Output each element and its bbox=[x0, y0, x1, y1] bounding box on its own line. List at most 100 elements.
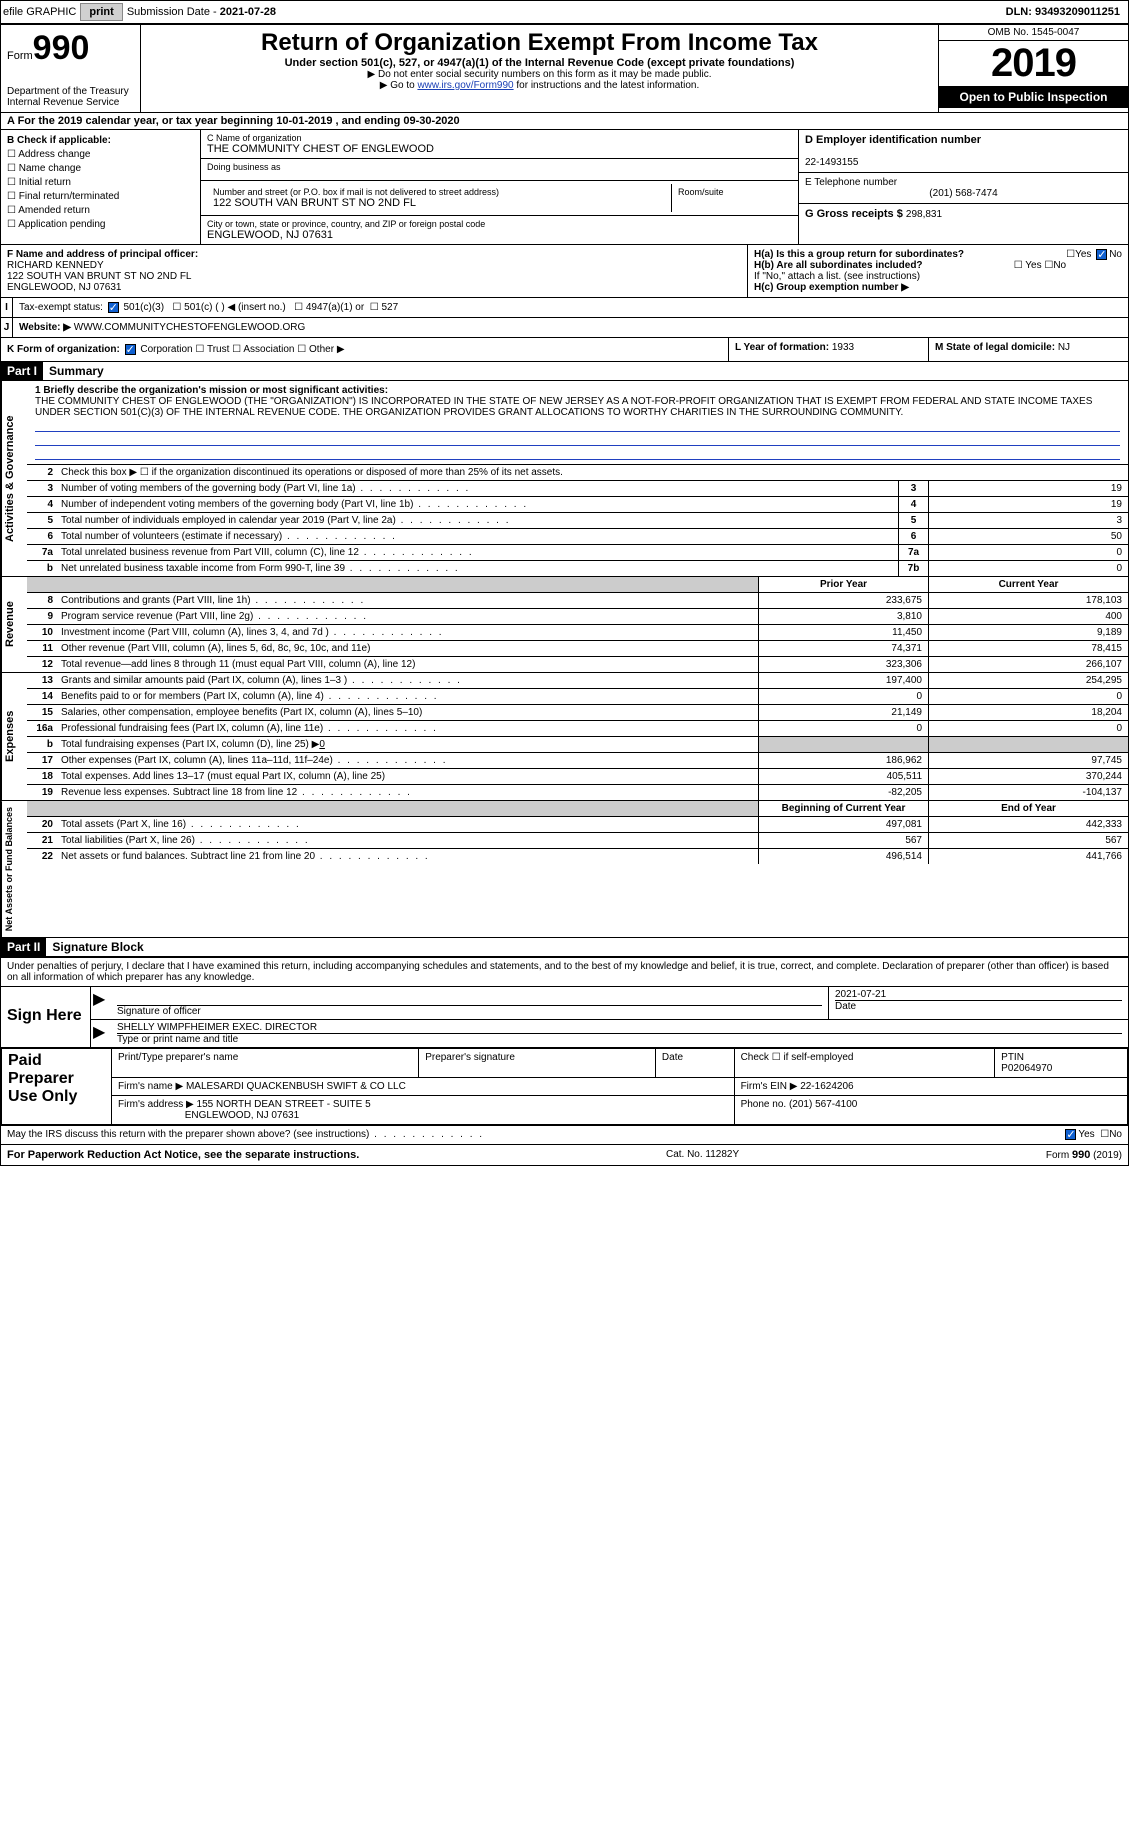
sig-row1: ▶ Signature of officer 2021-07-21 Date bbox=[91, 987, 1128, 1020]
form-header: Form990 Department of the Treasury Inter… bbox=[1, 25, 1128, 113]
p21: 567 bbox=[758, 833, 928, 848]
line22: 22Net assets or fund balances. Subtract … bbox=[27, 849, 1128, 864]
chk-amended[interactable]: ☐ Amended return bbox=[7, 204, 194, 218]
i-o2: 501(c) ( ) ◀ (insert no.) bbox=[184, 302, 286, 313]
discuss-yes-check[interactable] bbox=[1065, 1129, 1076, 1140]
v7a: 0 bbox=[928, 545, 1128, 560]
phone-label: E Telephone number bbox=[805, 177, 897, 188]
n15: 15 bbox=[27, 705, 57, 720]
activities-section: Activities & Governance 1 Briefly descri… bbox=[1, 381, 1128, 577]
form-word: Form bbox=[7, 50, 33, 62]
firm-name: MALESARDI QUACKENBUSH SWIFT & CO LLC bbox=[186, 1081, 406, 1092]
chk-initial-return[interactable]: ☐ Initial return bbox=[7, 176, 194, 190]
p22: 496,514 bbox=[758, 849, 928, 864]
discuss-text: May the IRS discuss this return with the… bbox=[7, 1129, 1063, 1140]
activities-body: 1 Briefly describe the organization's mi… bbox=[27, 381, 1128, 576]
l16a: Professional fundraising fees (Part IX, … bbox=[57, 721, 758, 736]
period-mid: , and ending bbox=[336, 115, 404, 127]
section-h: H(a) Is this a group return for subordin… bbox=[748, 245, 1128, 297]
firm-addr2: ENGLEWOOD, NJ 07631 bbox=[185, 1110, 299, 1121]
irs-link[interactable]: www.irs.gov/Form990 bbox=[417, 80, 513, 91]
org-name: THE COMMUNITY CHEST OF ENGLEWOOD bbox=[207, 143, 792, 155]
l17: Other expenses (Part IX, column (A), lin… bbox=[57, 753, 758, 768]
nht bbox=[57, 801, 758, 816]
line2: 2 Check this box ▶ ☐ if the organization… bbox=[27, 464, 1128, 481]
firm-lbl: Firm's name ▶ bbox=[118, 1081, 186, 1092]
form-page: Form990 Department of the Treasury Inter… bbox=[0, 24, 1129, 1166]
gross-label: G Gross receipts $ bbox=[805, 208, 906, 220]
city-label: City or town, state or province, country… bbox=[207, 219, 792, 229]
chk-501c3[interactable] bbox=[108, 302, 119, 313]
submission-date: 2021-07-28 bbox=[220, 6, 276, 18]
ein-row: D Employer identification number 22-1493… bbox=[799, 130, 1128, 173]
firm-phone: (201) 567-4100 bbox=[789, 1099, 857, 1110]
firm-addr-lbl: Firm's address ▶ bbox=[118, 1099, 197, 1110]
phone-value: (201) 568-7474 bbox=[805, 188, 1122, 199]
mission-text: THE COMMUNITY CHEST OF ENGLEWOOD (THE "O… bbox=[35, 396, 1092, 418]
p13: 197,400 bbox=[758, 673, 928, 688]
chk-address-change[interactable]: ☐ Address change bbox=[7, 148, 194, 162]
print-button[interactable]: print bbox=[80, 3, 122, 21]
street: 122 SOUTH VAN BRUNT ST NO 2ND FL bbox=[213, 197, 665, 209]
period-end: 09-30-2020 bbox=[403, 115, 459, 127]
line20: 20Total assets (Part X, line 16)497,0814… bbox=[27, 817, 1128, 833]
part1-title: Summary bbox=[43, 364, 104, 378]
n16b: b bbox=[27, 737, 57, 752]
chk-name-change[interactable]: ☐ Name change bbox=[7, 162, 194, 176]
header-right: OMB No. 1545-0047 2019 Open to Public In… bbox=[938, 25, 1128, 112]
header-left: Form990 Department of the Treasury Inter… bbox=[1, 25, 141, 112]
b-o6: Application pending bbox=[18, 219, 105, 230]
p9: 3,810 bbox=[758, 609, 928, 624]
chk-corp[interactable] bbox=[125, 344, 136, 355]
dln-label: DLN: bbox=[1006, 6, 1035, 18]
entity-block: B Check if applicable: ☐ Address change … bbox=[1, 130, 1128, 245]
p18: 405,511 bbox=[758, 769, 928, 784]
l22: Net assets or fund balances. Subtract li… bbox=[57, 849, 758, 864]
k-o3: Association bbox=[243, 344, 294, 355]
dba-row: Doing business as bbox=[201, 159, 798, 181]
p20: 497,081 bbox=[758, 817, 928, 832]
form-subtitle: Under section 501(c), 527, or 4947(a)(1)… bbox=[149, 57, 930, 69]
ey-hdr: End of Year bbox=[928, 801, 1128, 816]
l7b-text: Net unrelated business taxable income fr… bbox=[57, 561, 898, 576]
goto-suffix: for instructions and the latest informat… bbox=[514, 80, 700, 91]
section-f: F Name and address of principal officer:… bbox=[1, 245, 748, 297]
section-deg: D Employer identification number 22-1493… bbox=[798, 130, 1128, 244]
net-header: Beginning of Current Year End of Year bbox=[27, 801, 1128, 817]
line18: 18Total expenses. Add lines 13–17 (must … bbox=[27, 769, 1128, 785]
line16b: bTotal fundraising expenses (Part IX, co… bbox=[27, 737, 1128, 753]
row-i: I Tax-exempt status: 501(c)(3) ☐ 501(c) … bbox=[1, 298, 1128, 318]
line5: 5 Total number of individuals employed i… bbox=[27, 513, 1128, 529]
firm-ein-cell: Firm's EIN ▶ 22-1624206 bbox=[734, 1078, 1127, 1096]
website-label: Website: ▶ bbox=[19, 322, 71, 333]
k-label: K Form of organization: bbox=[7, 344, 120, 355]
n9: 9 bbox=[27, 609, 57, 624]
m-value: NJ bbox=[1058, 342, 1070, 353]
chk-final-return[interactable]: ☐ Final return/terminated bbox=[7, 190, 194, 204]
chk-app-pending[interactable]: ☐ Application pending bbox=[7, 218, 194, 232]
sign-right: ▶ Signature of officer 2021-07-21 Date ▶… bbox=[91, 987, 1128, 1047]
mission-label: 1 Briefly describe the organization's mi… bbox=[35, 385, 388, 396]
signer-name: SHELLY WIMPFHEIMER EXEC. DIRECTOR bbox=[117, 1022, 1122, 1033]
c21: 567 bbox=[928, 833, 1128, 848]
n17: 17 bbox=[27, 753, 57, 768]
line11: 11Other revenue (Part VIII, column (A), … bbox=[27, 641, 1128, 657]
header-mid: Return of Organization Exempt From Incom… bbox=[141, 25, 938, 112]
ha-no-check[interactable] bbox=[1096, 249, 1107, 260]
p12: 323,306 bbox=[758, 657, 928, 672]
nhn bbox=[27, 801, 57, 816]
hb-no: No bbox=[1053, 260, 1066, 271]
footer-mid: Cat. No. 11282Y bbox=[666, 1149, 739, 1161]
n4: 4 bbox=[27, 497, 57, 512]
n7a: 7a bbox=[27, 545, 57, 560]
phone-row: E Telephone number (201) 568-7474 bbox=[799, 173, 1128, 204]
sig-row2: ▶ SHELLY WIMPFHEIMER EXEC. DIRECTOR Type… bbox=[91, 1020, 1128, 1047]
l-label: L Year of formation: bbox=[735, 342, 832, 353]
line19: 19Revenue less expenses. Subtract line 1… bbox=[27, 785, 1128, 800]
sidebar-expenses: Expenses bbox=[1, 673, 27, 800]
room-label: Room/suite bbox=[678, 187, 786, 197]
ph-lbl: Phone no. bbox=[741, 1099, 789, 1110]
dln: DLN: 93493209011251 bbox=[1006, 6, 1126, 18]
b7a: 7a bbox=[898, 545, 928, 560]
sign-block: Sign Here ▶ Signature of officer 2021-07… bbox=[1, 986, 1128, 1048]
